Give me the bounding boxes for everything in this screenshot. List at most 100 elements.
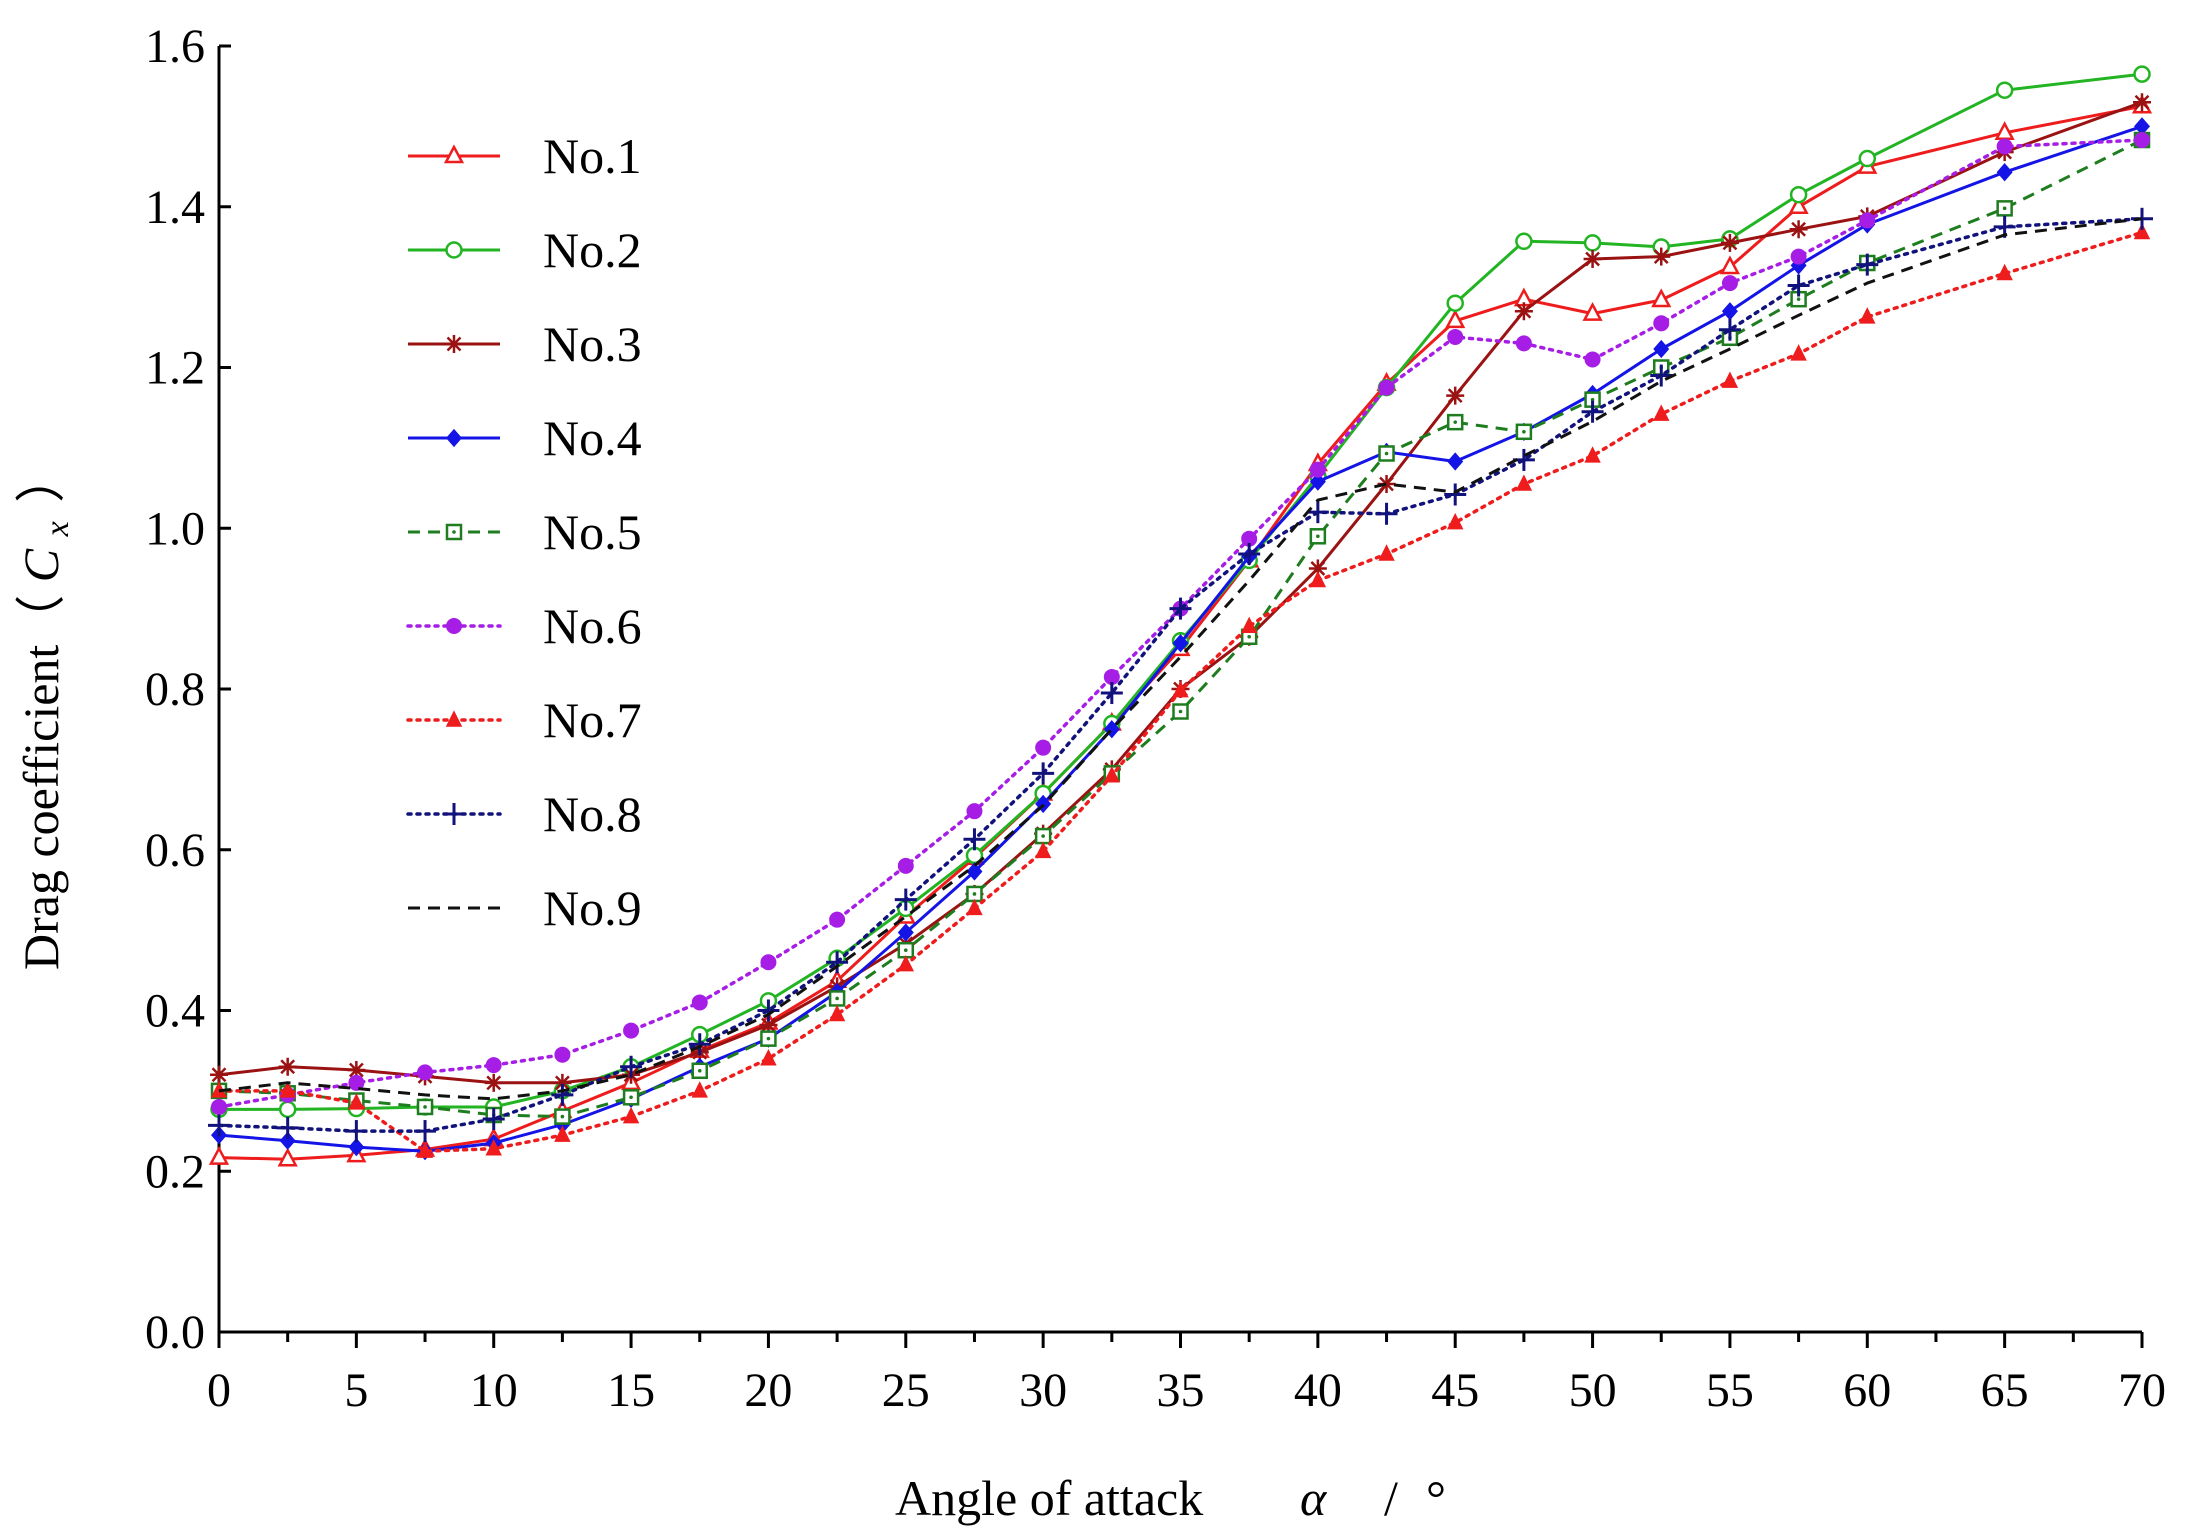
- data-point: [757, 999, 780, 1022]
- data-point: [1446, 386, 1465, 405]
- data-point: [1653, 315, 1670, 332]
- series-no6: [211, 132, 2150, 1115]
- data-point: [485, 1057, 502, 1074]
- data-point: [688, 1033, 711, 1056]
- x-axis-title-text: Angle of attack: [895, 1470, 1203, 1526]
- data-point: [691, 994, 708, 1011]
- data-point: [622, 1106, 640, 1124]
- data-point: [1581, 400, 1604, 423]
- x-axis-unit: °: [1426, 1470, 1446, 1526]
- data-point: [554, 1125, 571, 1142]
- data-point: [1309, 472, 1326, 491]
- data-point: [1309, 461, 1326, 478]
- data-point: [1447, 452, 1464, 471]
- data-point: [278, 1100, 297, 1119]
- data-point: [1996, 163, 2013, 182]
- series-layer: [208, 65, 2153, 1167]
- data-point: [1515, 335, 1532, 352]
- legend-marker: [446, 618, 462, 634]
- data-point: [1996, 138, 2013, 155]
- legend-label: No.8: [543, 786, 642, 842]
- legend-entry: No.2: [408, 222, 642, 278]
- x-tick-label: 5: [344, 1364, 368, 1417]
- data-point: [829, 911, 846, 928]
- data-point: [1172, 703, 1189, 720]
- data-point: [2133, 93, 2151, 112]
- x-ticks: 0 5 10 15 20 25 30 35 40 45 50 55 60 65 70: [207, 1332, 2166, 1417]
- data-point: [1035, 739, 1052, 756]
- series-line: [218, 217, 2143, 1101]
- legend-marker: [443, 144, 465, 164]
- data-point: [1032, 762, 1055, 785]
- data-point: [691, 1081, 708, 1098]
- data-point: [1653, 339, 1670, 359]
- legend-entry: No.7: [406, 692, 642, 748]
- data-point: [482, 1108, 505, 1131]
- data-point: [277, 1147, 298, 1167]
- data-point: [1240, 616, 1258, 634]
- data-point: [348, 1093, 365, 1110]
- x-axis-title: Angle of attack α / °: [895, 1470, 1446, 1526]
- legend-label: No.4: [543, 410, 642, 466]
- legend-label: No.3: [543, 316, 642, 372]
- legend-label: No.7: [543, 692, 642, 748]
- x-tick-label: 50: [1569, 1364, 1617, 1417]
- x-axis-separator: /: [1384, 1470, 1398, 1526]
- legend-label: No.1: [543, 128, 642, 184]
- y-axis-title: Drag coefficient（ C x ）: [13, 453, 79, 970]
- series-no4: [211, 117, 2150, 1161]
- data-point: [1447, 328, 1464, 345]
- legend-entry: No.5: [408, 504, 642, 560]
- series-no5: [210, 131, 2151, 1125]
- x-tick-label: 70: [2118, 1364, 2166, 1417]
- data-point: [2133, 65, 2151, 83]
- x-tick-label: 30: [1019, 1364, 1067, 1417]
- data-point: [1721, 302, 1738, 321]
- x-tick-label: 45: [1431, 1364, 1479, 1417]
- legend-marker: [446, 428, 462, 448]
- data-point: [1445, 309, 1466, 329]
- series-no9: [218, 217, 2143, 1101]
- legend-entry: No.6: [406, 598, 642, 654]
- data-point: [760, 1030, 777, 1047]
- data-point: [416, 1141, 434, 1158]
- y-tick-label: 0.0: [145, 1306, 205, 1359]
- series-line: [217, 138, 2144, 1109]
- data-point: [620, 1055, 643, 1078]
- data-point: [1995, 81, 2014, 99]
- data-point: [1309, 570, 1327, 588]
- data-point: [551, 1083, 574, 1106]
- data-point: [276, 1116, 299, 1139]
- legend-label: No.5: [543, 504, 642, 560]
- data-point: [828, 1004, 846, 1022]
- data-point: [966, 898, 983, 916]
- data-point: [1515, 423, 1533, 441]
- data-point: [1172, 680, 1189, 698]
- y-ticks: 0.0 0.2 0.4 0.6 0.8 1.0 1.2 1.4 1.6: [145, 20, 231, 1359]
- y-tick-label: 0.6: [145, 824, 205, 877]
- data-point: [208, 1114, 230, 1137]
- data-point: [1378, 445, 1395, 462]
- series-line: [218, 100, 2143, 1085]
- data-point: [414, 1120, 437, 1143]
- legend-entry: No.1: [408, 128, 642, 184]
- data-point: [1996, 263, 2013, 281]
- data-point: [1718, 318, 1741, 341]
- legend-label: No.6: [543, 598, 642, 654]
- data-point: [828, 990, 846, 1007]
- data-point: [208, 1145, 230, 1165]
- data-point: [1859, 212, 1876, 229]
- data-point: [554, 1046, 571, 1063]
- data-point: [1789, 220, 1808, 239]
- data-point: [484, 1073, 503, 1092]
- y-axis-symbol: C: [13, 548, 69, 582]
- x-axis-symbol: α: [1300, 1470, 1328, 1526]
- y-axis-title-text: Drag coefficient（: [13, 595, 69, 970]
- data-point: [1375, 502, 1398, 525]
- x-tick-label: 60: [1843, 1364, 1891, 1417]
- data-point: [1583, 249, 1602, 268]
- data-point: [897, 857, 914, 874]
- legend-label: No.2: [543, 222, 642, 278]
- data-point: [963, 828, 986, 851]
- data-point: [1584, 391, 1601, 408]
